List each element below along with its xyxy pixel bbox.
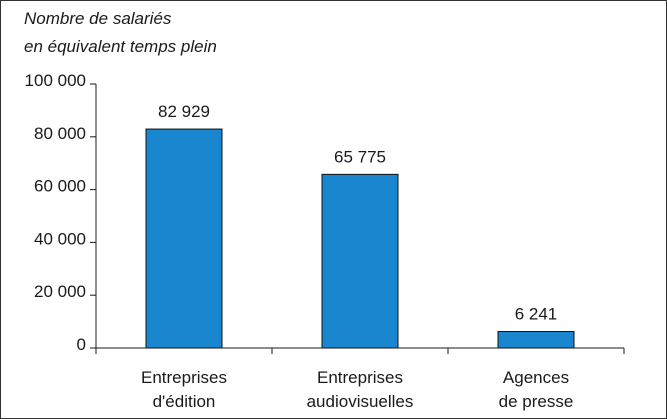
y-tick-label: 80 000	[34, 124, 86, 143]
bar-value-label: 6 241	[515, 305, 558, 324]
y-axis-title: Nombre de salariés en équivalent temps p…	[24, 9, 217, 56]
category-label: d'édition	[153, 392, 216, 411]
y-axis-title-line-2: en équivalent temps plein	[24, 37, 217, 56]
category-label: Entreprises	[141, 368, 227, 387]
category-label: audiovisuelles	[307, 392, 414, 411]
y-tick-label: 60 000	[34, 177, 86, 196]
bar-value-label: 82 929	[158, 102, 210, 121]
category-label: de presse	[499, 392, 574, 411]
y-tick-label: 0	[77, 335, 86, 354]
bar	[321, 173, 399, 349]
y-tick-label: 20 000	[34, 282, 86, 301]
x-axis	[95, 347, 625, 354]
y-tick-label: 40 000	[34, 229, 86, 248]
data-labels: 82 929 65 775 6 241	[158, 102, 557, 323]
y-axis-title-line-1: Nombre de salariés	[24, 9, 172, 28]
category-label: Entreprises	[317, 368, 403, 387]
y-axis: 0 20 000 40 000 60 000 80 000 100 000	[25, 71, 97, 354]
y-tick-label: 100 000	[25, 71, 86, 90]
bar-value-label: 65 775	[334, 147, 386, 166]
bars	[145, 128, 575, 349]
bar	[497, 331, 575, 349]
bar	[145, 128, 223, 349]
category-label: Agences	[503, 368, 569, 387]
category-labels: Entreprises d'édition Entreprises audiovisu…	[141, 368, 573, 411]
